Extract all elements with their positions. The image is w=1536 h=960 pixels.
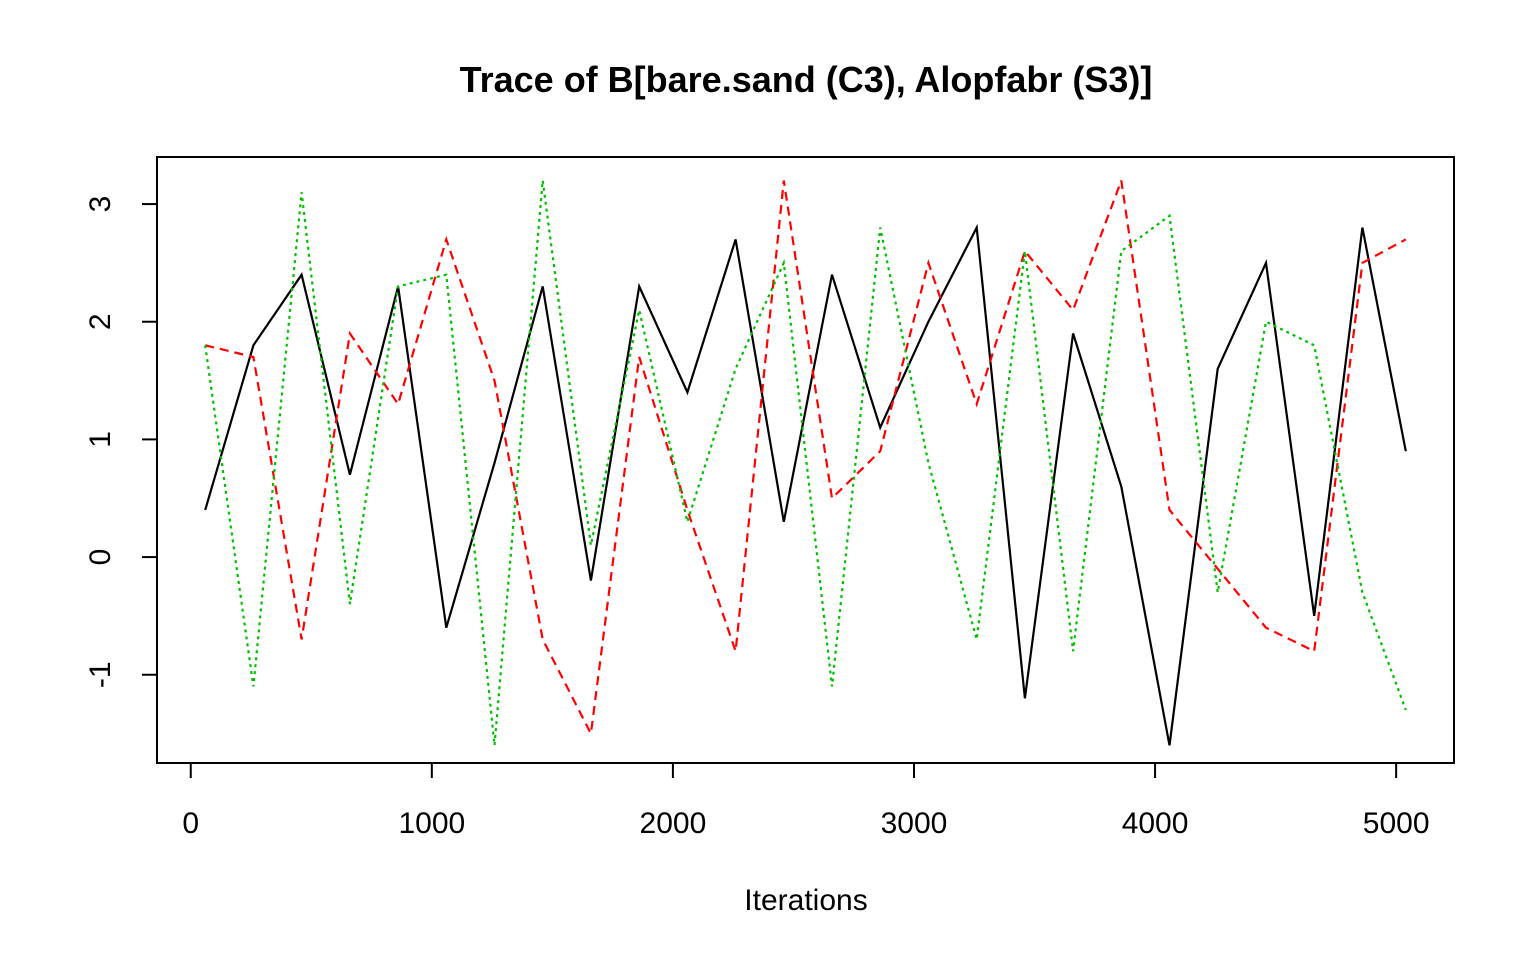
y-tick-label: 2 xyxy=(84,313,117,330)
series-line-1 xyxy=(204,223,1407,746)
x-tick-label: 2000 xyxy=(640,807,707,840)
x-tick-label: 4000 xyxy=(1122,807,1189,840)
x-tick-label: 1000 xyxy=(398,807,465,840)
y-tick-label: -1 xyxy=(84,661,117,688)
x-tick-label: 5000 xyxy=(1363,807,1430,840)
series-layer xyxy=(204,180,1407,746)
x-axis: 0 1000 2000 3000 4000 5000 xyxy=(182,762,1430,840)
plot-frame xyxy=(156,156,1455,764)
y-tick-label: 1 xyxy=(84,431,117,448)
y-tick-label: 0 xyxy=(84,549,117,566)
series-line-3 xyxy=(204,180,1407,746)
x-tick-label: 0 xyxy=(182,807,199,840)
y-axis: -1 0 1 2 3 xyxy=(84,196,158,688)
chart-title: Trace of B[bare.sand (C3), Alopfabr (S3)… xyxy=(460,59,1153,100)
y-tick-label: 3 xyxy=(84,196,117,213)
series-line-2 xyxy=(204,180,1407,738)
x-tick-label: 3000 xyxy=(881,807,948,840)
x-axis-label: Iterations xyxy=(744,884,867,917)
